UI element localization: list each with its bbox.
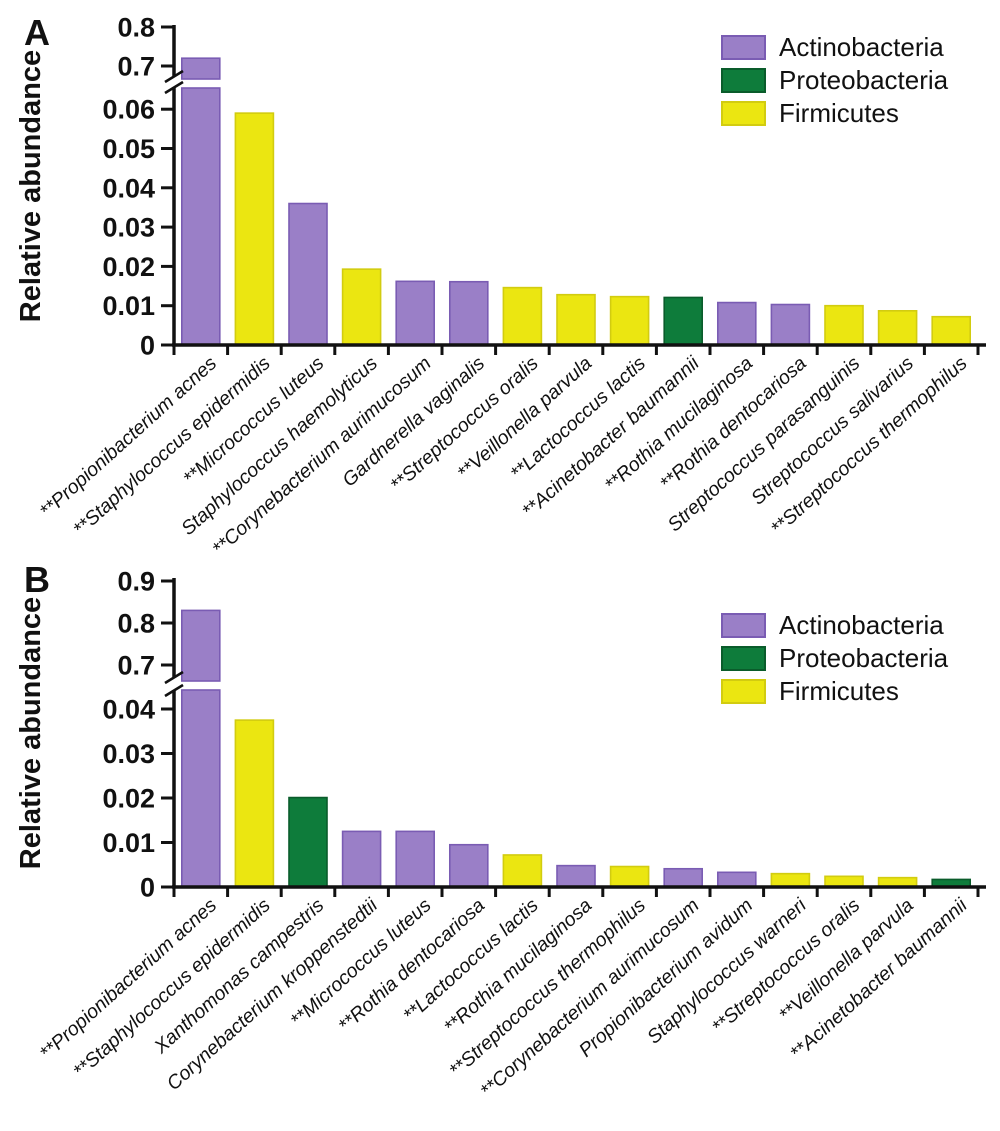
bar xyxy=(341,830,382,888)
bar xyxy=(288,796,328,888)
axis-break-mark xyxy=(164,80,184,95)
bar xyxy=(288,202,328,346)
y-tick-label: 0 xyxy=(140,330,155,360)
legend-label: Actinobacteria xyxy=(779,32,944,62)
bar xyxy=(556,864,596,888)
axis-break-mark xyxy=(164,69,184,84)
y-tick-label: 0.04 xyxy=(102,694,155,724)
y-tick-label: 0.9 xyxy=(117,566,155,596)
legend-label: Firmicutes xyxy=(779,98,899,128)
panel-label: A xyxy=(24,12,50,53)
legend-label: Actinobacteria xyxy=(779,610,944,640)
bar xyxy=(448,280,489,346)
y-tick-label: 0.06 xyxy=(102,95,155,125)
bar xyxy=(716,301,757,346)
bar xyxy=(663,867,704,888)
y-tick-label: 0.02 xyxy=(102,252,155,282)
bar xyxy=(877,310,918,346)
bar xyxy=(234,112,275,346)
bar xyxy=(395,830,436,888)
bar xyxy=(448,843,489,888)
bar xyxy=(395,280,436,346)
bar xyxy=(502,854,543,888)
legend-label: Proteobacteria xyxy=(779,65,949,95)
legend-swatch xyxy=(721,613,766,638)
bar-upper-segment xyxy=(181,57,221,80)
y-tick-label: 0 xyxy=(140,872,155,902)
y-tick-label: 0.01 xyxy=(102,291,155,321)
bar-upper-segment xyxy=(181,609,221,682)
bar xyxy=(502,286,543,346)
y-tick-label: 0.8 xyxy=(117,608,155,638)
bar xyxy=(663,296,704,346)
bar xyxy=(556,293,596,346)
y-tick-label: 0.7 xyxy=(117,51,155,81)
y-tick-label: 0.03 xyxy=(102,213,155,243)
legend-swatch xyxy=(721,68,766,93)
y-tick-label: 0.02 xyxy=(102,783,155,813)
bar xyxy=(931,315,972,346)
y-tick-label: 0.03 xyxy=(102,739,155,769)
bar xyxy=(341,268,382,346)
y-tick-label: 0.04 xyxy=(102,173,155,203)
bar xyxy=(770,303,811,346)
bar-lower-segment xyxy=(181,689,221,888)
bar xyxy=(770,872,811,888)
y-tick-label: 0.7 xyxy=(117,650,155,680)
legend-swatch xyxy=(721,35,766,60)
x-tick-label: **Staphylococcus epidermidis xyxy=(69,894,275,1082)
bar-lower-segment xyxy=(181,87,221,346)
y-tick-label: 0.05 xyxy=(102,134,155,164)
y-tick-label: 0.01 xyxy=(102,828,155,858)
bar xyxy=(716,871,757,888)
legend-swatch xyxy=(721,646,766,671)
legend-label: Proteobacteria xyxy=(779,643,949,673)
y-axis-title: Relative abundance xyxy=(15,597,47,869)
bar xyxy=(609,295,650,346)
bar xyxy=(824,304,864,346)
bar xyxy=(234,719,275,888)
axis-break-mark xyxy=(164,670,184,685)
axis-break-mark xyxy=(164,683,184,698)
legend-swatch xyxy=(721,101,766,126)
legend-label: Firmicutes xyxy=(779,676,899,706)
y-axis-title: Relative abundance xyxy=(15,50,47,322)
bar xyxy=(609,865,650,888)
panel-label: B xyxy=(24,559,50,600)
legend-swatch xyxy=(721,679,766,704)
y-tick-label: 0.8 xyxy=(117,12,155,42)
